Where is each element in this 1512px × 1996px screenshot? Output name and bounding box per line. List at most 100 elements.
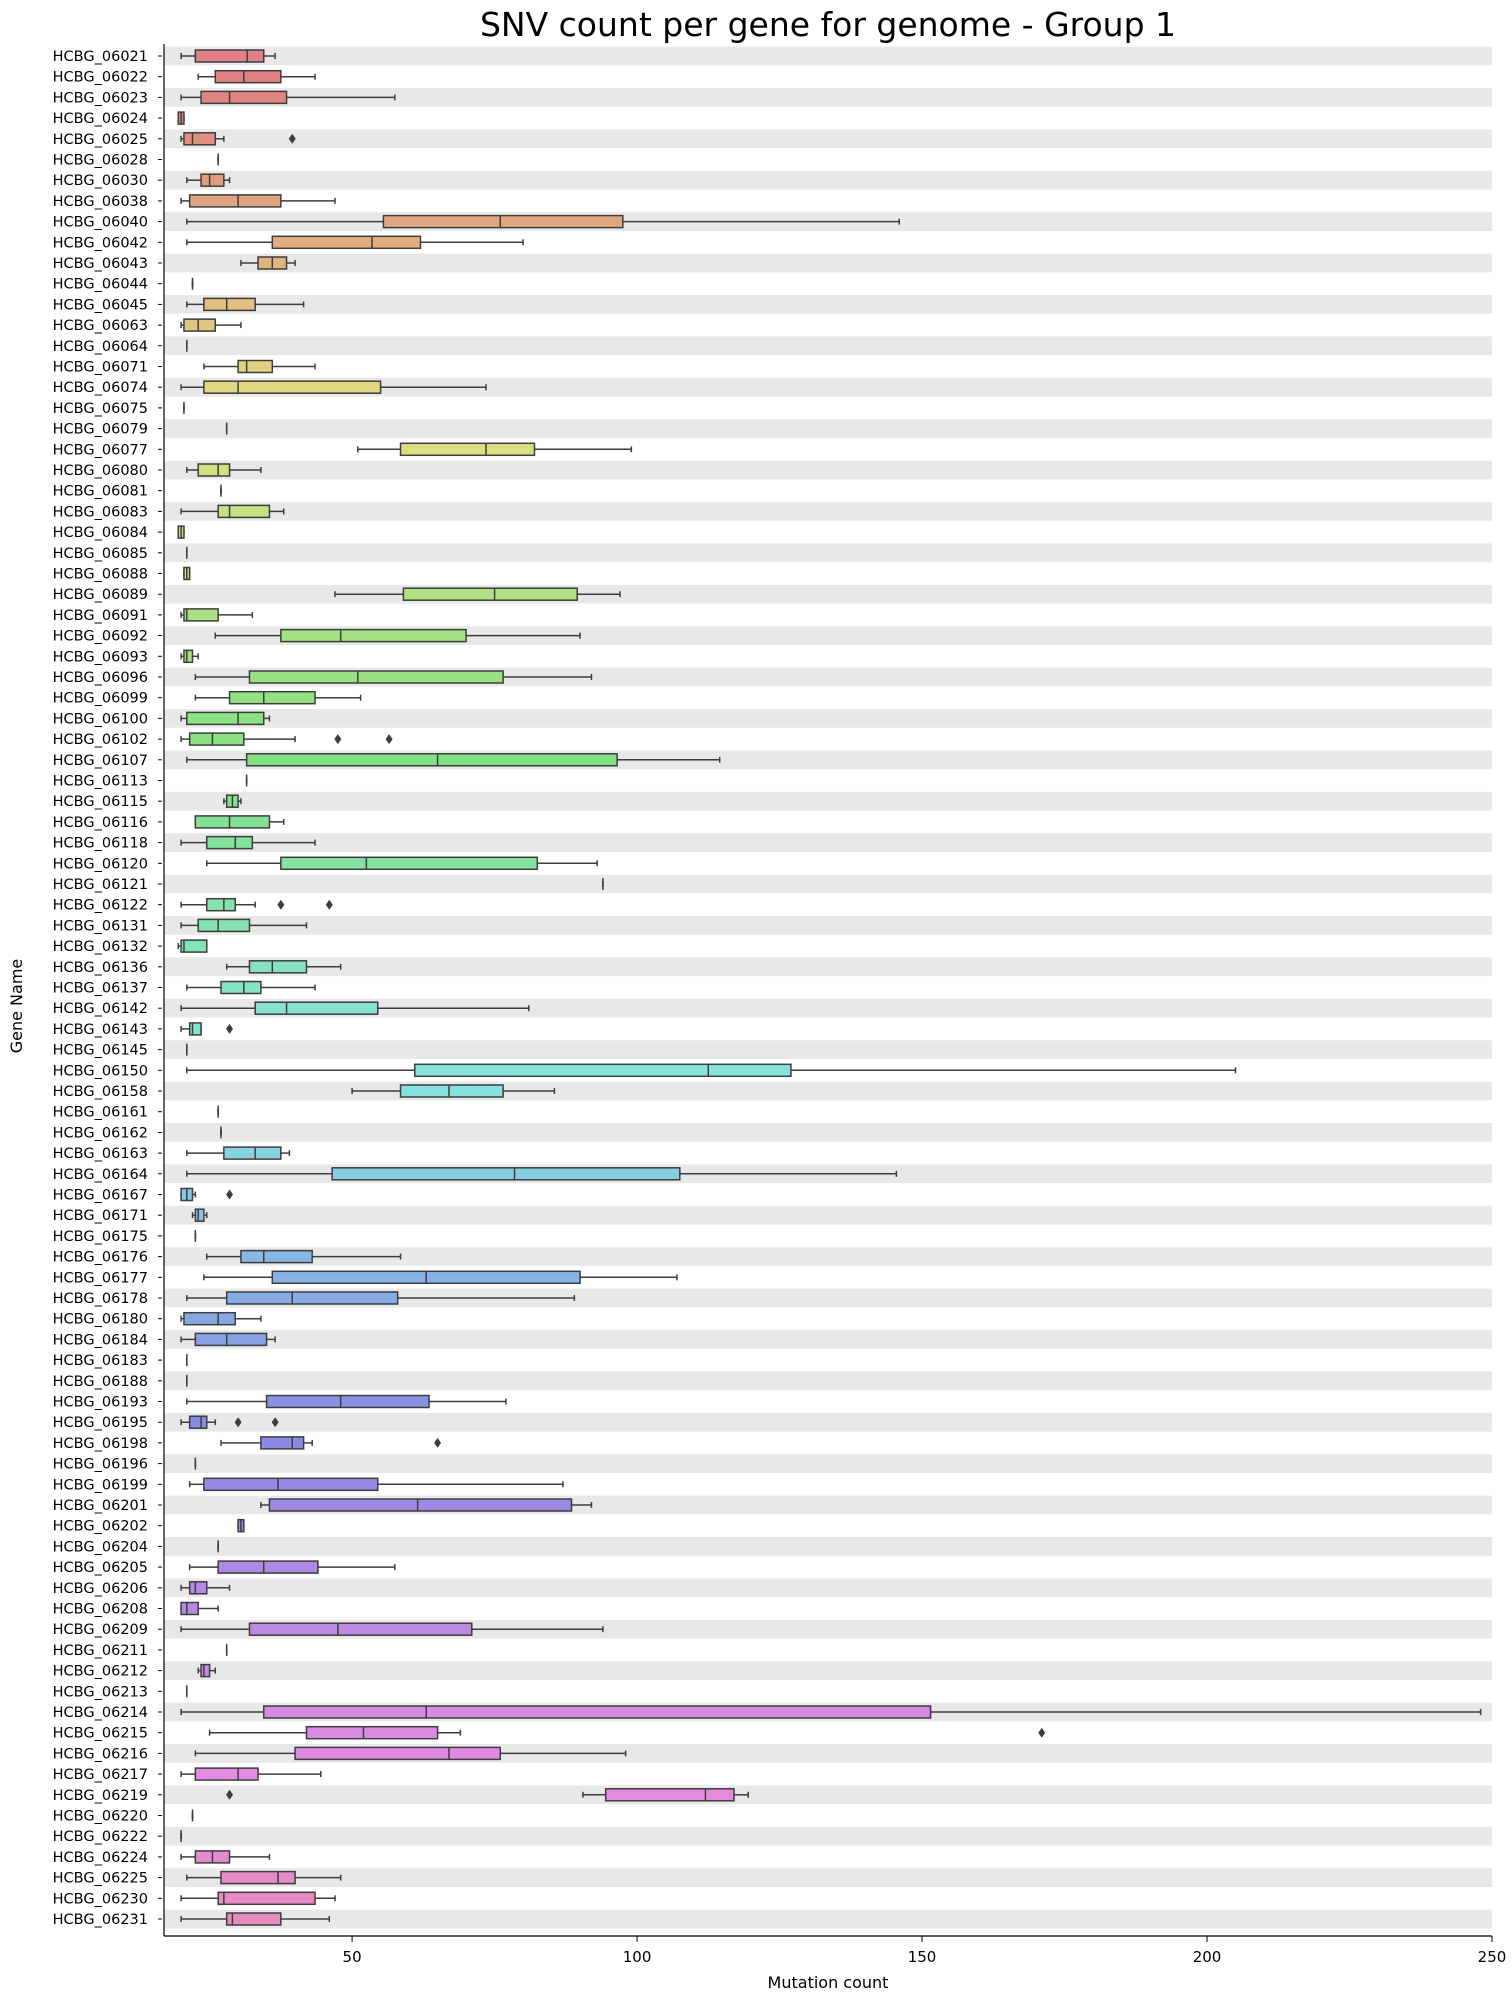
y-tick-label: HCBG_06162 (53, 1125, 148, 1141)
iqr-box (248, 670, 504, 684)
x-tick-label: 150 (908, 1948, 937, 1966)
iqr-box (280, 856, 539, 871)
outlier-point (334, 734, 342, 745)
y-tick-label: HCBG_06080 (53, 463, 148, 479)
iqr-box (183, 1311, 236, 1326)
row-band (164, 1412, 1492, 1432)
box-HCBG_06099 (194, 690, 362, 705)
iqr-box (268, 1498, 573, 1512)
y-tick-label: HCBG_06222 (53, 1829, 148, 1845)
y-tick-label: HCBG_06199 (53, 1477, 148, 1493)
box-HCBG_06080 (186, 463, 262, 477)
box-HCBG_06184 (180, 1332, 276, 1347)
box-HCBG_06176 (205, 1249, 402, 1264)
box-HCBG_06202 (237, 1518, 245, 1533)
y-tick-label: HCBG_06196 (53, 1457, 148, 1473)
y-tick-label: HCBG_06136 (53, 960, 148, 976)
row-band (164, 1205, 1492, 1225)
box-HCBG_06136 (225, 960, 342, 974)
box-HCBG_06038 (180, 194, 336, 208)
row-band (164, 170, 1492, 190)
y-tick-label: HCBG_06202 (53, 1519, 148, 1535)
y-tick-label: HCBG_06184 (53, 1332, 148, 1348)
y-tick-label: HCBG_06044 (53, 277, 148, 293)
y-tick-label: HCBG_06171 (53, 1208, 148, 1224)
box-HCBG_06063 (180, 318, 242, 332)
row-band (164, 336, 1492, 356)
box-HCBG_06093 (180, 649, 199, 664)
outlier-point (385, 734, 393, 745)
y-tick-label: HCBG_06102 (53, 732, 148, 748)
iqr-box (382, 214, 624, 229)
row-band (164, 1537, 1492, 1556)
y-tick-label: HCBG_06091 (53, 608, 148, 624)
y-axis-label: Gene Name (7, 959, 26, 1054)
y-tick-label: HCBG_06176 (53, 1250, 148, 1266)
iqr-box (254, 1001, 379, 1015)
y-tick-label: HCBG_06132 (53, 939, 148, 955)
y-tick-label: HCBG_06107 (53, 753, 148, 769)
box-HCBG_06100 (180, 711, 271, 726)
row-band (164, 1785, 1492, 1805)
box-HCBG_06193 (186, 1394, 507, 1409)
box-HCBG_06158 (351, 1084, 556, 1098)
y-tick-label: HCBG_06079 (53, 422, 148, 438)
box-HCBG_06206 (180, 1581, 231, 1595)
y-tick-label: HCBG_06093 (53, 649, 148, 665)
iqr-box (280, 628, 467, 643)
box-HCBG_06030 (186, 173, 231, 187)
iqr-box (399, 442, 536, 457)
x-tick-label: 250 (1478, 1948, 1507, 1966)
iqr-box (200, 173, 225, 187)
y-tick-label: HCBG_06028 (53, 153, 148, 169)
box-HCBG_06180 (180, 1311, 262, 1326)
iqr-box (237, 359, 274, 374)
y-tick-label: HCBG_06211 (53, 1643, 148, 1659)
y-tick-label: HCBG_06201 (53, 1498, 148, 1514)
y-tick-label: HCBG_06024 (53, 111, 148, 127)
y-tick-label: HCBG_06206 (53, 1581, 148, 1597)
box-HCBG_06208 (180, 1601, 219, 1616)
y-tick-label: HCBG_06167 (53, 1188, 148, 1204)
iqr-box (197, 463, 231, 477)
iqr-box (305, 1725, 439, 1740)
iqr-box (188, 732, 245, 746)
box-HCBG_06116 (194, 815, 285, 829)
outlier-point (1038, 1727, 1046, 1738)
y-tick-label: HCBG_06143 (53, 1022, 148, 1038)
chart-title: SNV count per gene for genome - Group 1 (480, 5, 1176, 44)
row-band (164, 957, 1492, 977)
y-tick-label: HCBG_06177 (53, 1270, 148, 1286)
y-axis: HCBG_06021 HCBG_06022 HCBG_06023 HCBG_06024… (53, 44, 165, 1936)
y-tick-label: HCBG_06219 (53, 1788, 148, 1804)
iqr-box (294, 1746, 502, 1761)
box-HCBG_06089 (334, 587, 621, 601)
iqr-box (248, 960, 308, 974)
y-tick-label: HCBG_06230 (53, 1891, 148, 1907)
box-HCBG_06205 (188, 1560, 396, 1574)
iqr-box (217, 1560, 319, 1574)
box-HCBG_06195 (180, 1415, 279, 1429)
y-tick-label: HCBG_06213 (53, 1684, 148, 1700)
box-HCBG_06132 (177, 939, 208, 953)
box-series (177, 49, 1482, 1926)
outlier-point (234, 1417, 242, 1428)
box-HCBG_06042 (186, 235, 524, 250)
y-tick-label: HCBG_06208 (53, 1602, 148, 1618)
iqr-box (183, 132, 217, 146)
iqr-box (220, 980, 262, 995)
x-tick-label: 50 (343, 1948, 362, 1966)
row-band (164, 46, 1492, 66)
y-tick-label: HCBG_06161 (53, 1105, 148, 1121)
row-band (164, 253, 1492, 273)
y-tick-label: HCBG_06209 (53, 1622, 148, 1638)
y-tick-label: HCBG_06071 (53, 360, 148, 376)
y-tick-label: HCBG_06137 (53, 981, 148, 997)
box-HCBG_06216 (194, 1746, 627, 1761)
iqr-box (194, 1332, 268, 1347)
iqr-box (188, 194, 282, 208)
box-HCBG_06022 (197, 69, 316, 84)
y-tick-label: HCBG_06180 (53, 1312, 148, 1328)
row-band (164, 1371, 1492, 1391)
y-tick-label: HCBG_06178 (53, 1291, 148, 1307)
